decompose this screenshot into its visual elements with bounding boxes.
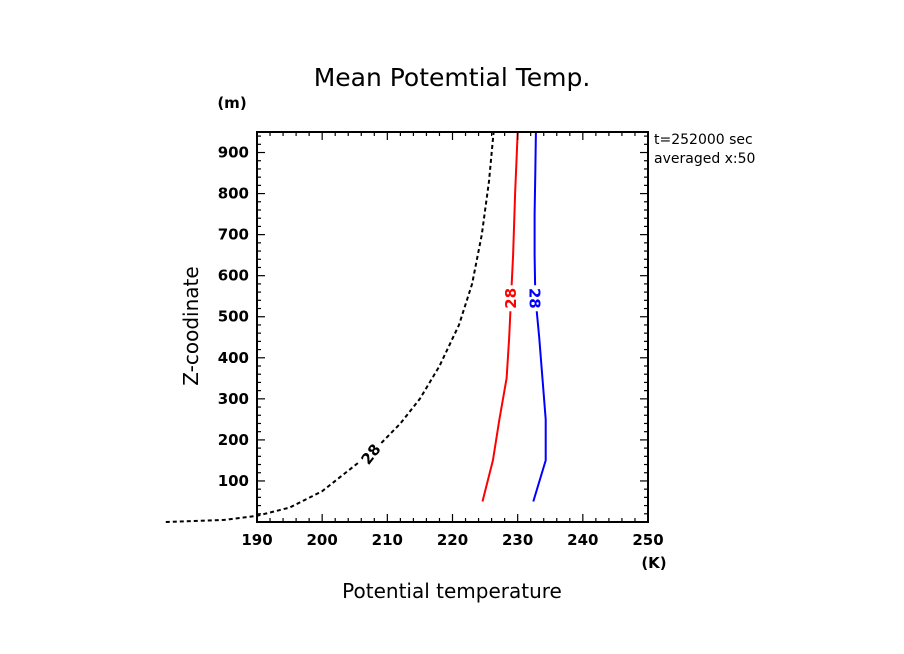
chart-title: Mean Potemtial Temp. <box>314 63 591 92</box>
x-tick-label: 230 <box>502 531 533 549</box>
axes-layer: 190 200 210 220 230 240 250 100 200 300 400 500 600 7… <box>218 131 664 549</box>
y-tick-label: 800 <box>218 185 249 203</box>
series-line-2 <box>532 131 547 502</box>
plot-frame <box>256 131 649 523</box>
x-tick-label: 210 <box>372 531 403 549</box>
y-axis-label: Z-coodinate <box>179 266 203 385</box>
time-annotation: t=252000 sec <box>654 132 753 148</box>
y-tick-label: 200 <box>218 431 249 449</box>
series-line-1 <box>481 131 519 502</box>
y-tick-label: 400 <box>218 349 249 367</box>
y-tick-label: 100 <box>218 472 249 490</box>
contour-label: 28 <box>502 288 520 309</box>
contour-label-bg <box>503 285 520 312</box>
contour-label-bg <box>356 439 386 470</box>
y-tick-label: 600 <box>218 267 249 285</box>
series-line-0 <box>165 131 495 523</box>
x-tick-label: 250 <box>632 531 663 549</box>
y-tick-label: 900 <box>218 144 249 162</box>
x-tick-label: 220 <box>437 531 468 549</box>
x-tick-label: 240 <box>567 531 598 549</box>
y-tick-label: 700 <box>218 226 249 244</box>
contour-label: 28 <box>526 288 544 309</box>
y-unit-label: (m) <box>217 94 246 112</box>
average-annotation: averaged x:50 <box>654 151 755 167</box>
x-tick-label: 200 <box>307 531 338 549</box>
x-tick-label: 190 <box>241 531 272 549</box>
x-unit-label: (K) <box>641 554 666 572</box>
contour-labels: 28 28 28 <box>356 285 544 470</box>
contour-label-bg <box>526 285 543 312</box>
x-axis-label: Potential temperature <box>342 579 562 603</box>
y-tick-label: 500 <box>218 308 249 326</box>
contour-label: 28 <box>358 440 385 468</box>
y-tick-label: 300 <box>218 390 249 408</box>
